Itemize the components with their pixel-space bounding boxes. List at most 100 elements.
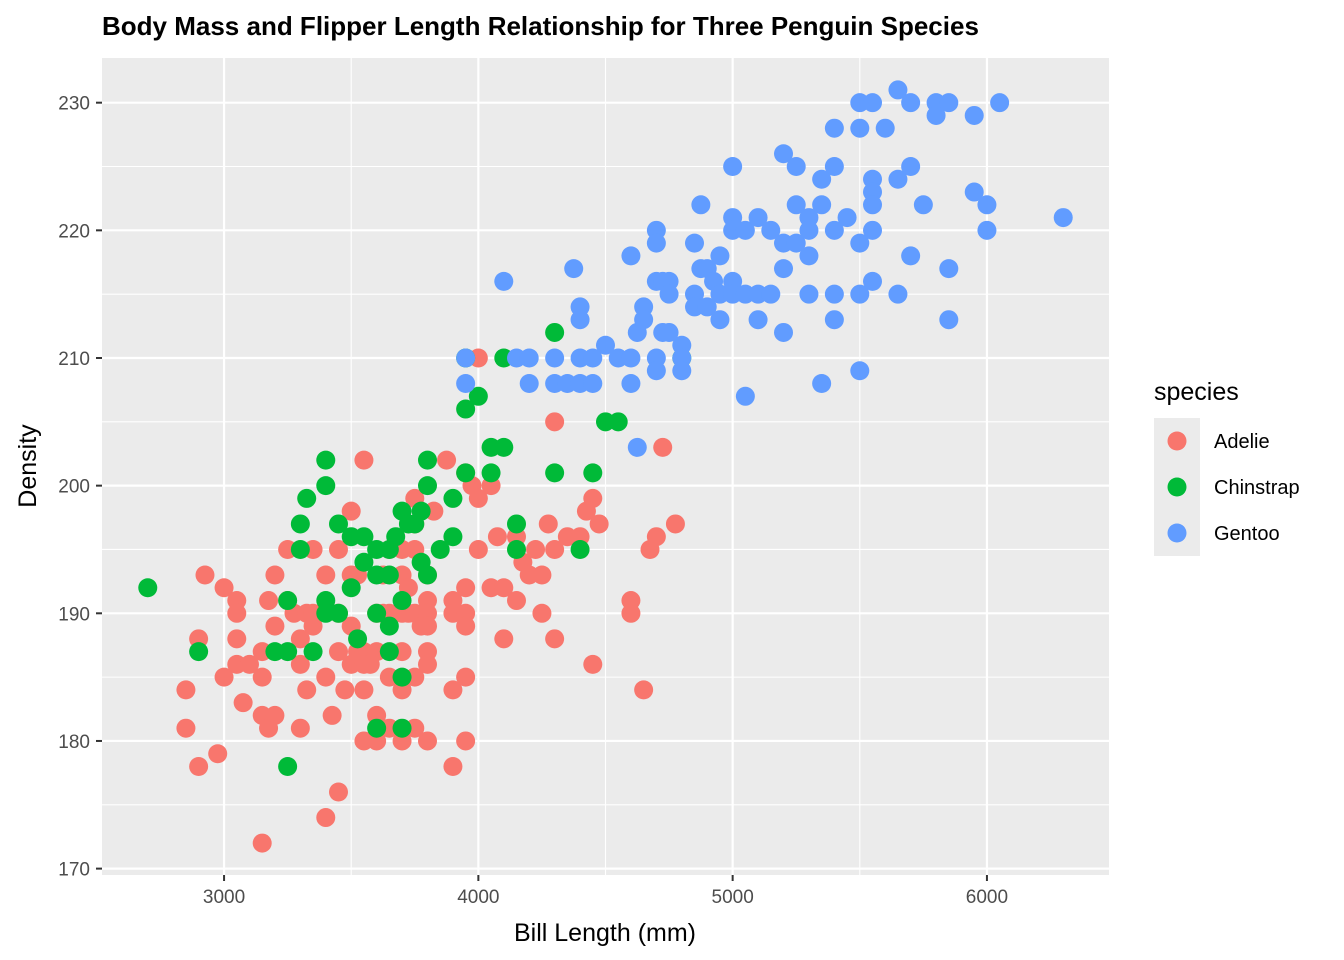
legend-swatch-adelie — [1167, 431, 1187, 451]
point-chinstrap — [608, 412, 628, 432]
point-adelie — [227, 629, 247, 649]
point-adelie — [328, 782, 348, 802]
point-adelie — [532, 603, 552, 623]
point-gentoo — [977, 220, 997, 240]
point-chinstrap — [354, 552, 374, 572]
point-gentoo — [456, 348, 476, 368]
point-chinstrap — [468, 386, 488, 406]
point-gentoo — [545, 348, 565, 368]
point-adelie — [214, 667, 234, 687]
y-tick-label: 170 — [58, 860, 90, 881]
point-gentoo — [888, 169, 908, 189]
point-adelie — [290, 654, 310, 674]
point-gentoo — [850, 118, 870, 138]
point-gentoo — [990, 93, 1010, 113]
point-adelie — [646, 527, 666, 547]
point-gentoo — [659, 322, 679, 342]
point-chinstrap — [386, 527, 406, 547]
point-adelie — [417, 731, 437, 751]
point-chinstrap — [278, 756, 298, 776]
point-gentoo — [786, 157, 806, 177]
point-gentoo — [824, 118, 844, 138]
point-adelie — [456, 667, 476, 687]
point-gentoo — [456, 374, 476, 394]
point-chinstrap — [328, 603, 348, 623]
point-chinstrap — [303, 642, 323, 662]
point-adelie — [189, 756, 209, 776]
legend-title: species — [1154, 378, 1239, 406]
y-tick-label: 210 — [58, 349, 90, 370]
point-gentoo — [863, 220, 883, 240]
point-gentoo — [913, 195, 933, 215]
point-gentoo — [634, 310, 654, 330]
point-gentoo — [723, 157, 743, 177]
point-gentoo — [735, 386, 755, 406]
point-gentoo — [901, 93, 921, 113]
point-gentoo — [659, 284, 679, 304]
point-gentoo — [685, 233, 705, 253]
point-gentoo — [570, 310, 590, 330]
point-gentoo — [564, 259, 584, 279]
point-adelie — [532, 565, 552, 585]
point-adelie — [437, 450, 457, 470]
point-chinstrap — [417, 476, 437, 496]
legend-label-chinstrap: Chinstrap — [1214, 477, 1300, 499]
data-points — [138, 80, 1073, 853]
point-gentoo — [888, 284, 908, 304]
point-adelie — [252, 833, 272, 853]
point-gentoo — [799, 220, 819, 240]
point-adelie — [208, 744, 228, 764]
y-tick-label: 230 — [58, 94, 90, 115]
point-adelie — [290, 718, 310, 738]
point-adelie — [443, 680, 463, 700]
point-adelie — [303, 616, 323, 636]
point-adelie — [341, 501, 361, 521]
point-gentoo — [837, 208, 857, 228]
point-gentoo — [977, 195, 997, 215]
point-gentoo — [888, 80, 908, 100]
x-tick-label: 6000 — [966, 887, 1008, 908]
point-gentoo — [812, 169, 832, 189]
point-adelie — [545, 412, 565, 432]
point-chinstrap — [411, 501, 431, 521]
point-chinstrap — [278, 642, 298, 662]
point-adelie — [583, 654, 603, 674]
legend-label-adelie: Adelie — [1214, 431, 1270, 453]
legend-swatch-gentoo — [1167, 523, 1187, 543]
point-gentoo — [786, 233, 806, 253]
point-chinstrap — [316, 450, 336, 470]
point-gentoo — [583, 374, 603, 394]
point-adelie — [634, 680, 654, 700]
point-adelie — [214, 578, 234, 598]
point-gentoo — [735, 220, 755, 240]
point-adelie — [195, 565, 215, 585]
point-adelie — [456, 578, 476, 598]
y-tick-label: 220 — [58, 221, 90, 242]
point-gentoo — [812, 195, 832, 215]
point-gentoo — [748, 310, 768, 330]
point-adelie — [456, 731, 476, 751]
point-adelie — [316, 808, 336, 828]
point-adelie — [290, 629, 310, 649]
point-chinstrap — [583, 463, 603, 483]
point-gentoo — [812, 374, 832, 394]
point-gentoo — [494, 271, 514, 291]
point-gentoo — [774, 259, 794, 279]
point-gentoo — [646, 361, 666, 381]
point-adelie — [176, 680, 196, 700]
point-gentoo — [583, 348, 603, 368]
point-adelie — [259, 591, 279, 611]
legend-label-gentoo: Gentoo — [1214, 523, 1280, 545]
y-axis-title: Density — [14, 424, 42, 508]
point-adelie — [583, 488, 603, 508]
point-gentoo — [646, 233, 666, 253]
point-adelie — [316, 565, 336, 585]
point-adelie — [417, 616, 437, 636]
point-adelie — [176, 718, 196, 738]
point-chinstrap — [392, 718, 412, 738]
point-gentoo — [774, 322, 794, 342]
legend-swatch-chinstrap — [1167, 477, 1187, 497]
point-gentoo — [964, 105, 984, 125]
point-gentoo — [1053, 208, 1073, 228]
